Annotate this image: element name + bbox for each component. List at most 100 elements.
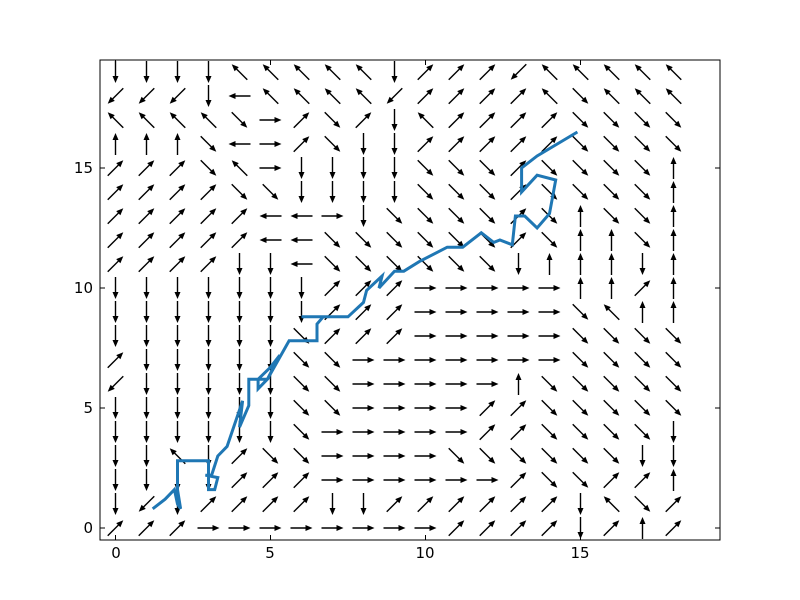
field-arrow-shaft [634,231,648,245]
field-arrow [174,325,181,347]
field-arrow-shaft [417,159,431,173]
field-arrow-shaft [634,495,648,509]
field-arrow-head [240,120,248,128]
field-arrow-head [143,460,150,467]
field-arrow-head [460,429,468,435]
field-arrow-head [174,436,181,443]
field-arrow [479,447,496,464]
field-arrow-head [290,237,298,243]
field-arrow-shaft [355,115,369,129]
field-arrow-head [360,508,367,515]
field-arrow-head [550,496,558,504]
field-arrow-shaft [665,327,679,341]
field-arrow-head [519,400,527,408]
field-arrow-shaft [541,139,555,153]
field-arrow-shaft [386,255,400,269]
field-arrow-shaft [138,259,152,273]
field-arrow [639,253,646,275]
field-arrow-head [205,388,212,395]
field-arrow-head [460,333,468,339]
field-arrow [634,88,651,105]
field-arrow-head [209,208,217,216]
field-arrow [577,229,584,251]
field-arrow [262,88,279,105]
field-arrow [236,325,243,347]
field-arrow [665,520,682,537]
field-arrow [290,237,313,243]
field-arrow [541,375,558,392]
field-arrow-shaft [603,159,617,173]
field-arrow-head [395,304,403,312]
field-arrow-head [550,432,558,440]
field-arrow-shaft [665,111,679,125]
field-arrow [603,304,620,321]
field-arrow [603,183,620,200]
field-arrow [634,64,651,81]
field-arrow [479,183,496,200]
field-arrow-shaft [355,307,369,321]
field-arrow-head [457,216,465,224]
field-arrow-shaft [355,331,369,345]
field-arrow [143,325,150,347]
field-arrow-head [426,192,434,200]
field-arrow-head [491,381,499,387]
field-arrow [603,375,620,392]
field-arrow-head [612,336,620,344]
field-arrow [107,352,124,369]
field-arrow [510,447,527,464]
field-arrow-head [670,277,677,284]
field-arrow-head [336,429,344,435]
field-arrow-head [577,205,584,212]
field-arrow-head [147,256,155,264]
field-arrow-shaft [479,91,493,105]
field-arrow-shaft [510,211,524,225]
field-arrow-shaft [448,139,462,153]
field-arrow [174,61,181,83]
field-arrow-shaft [572,87,586,101]
field-arrow-head [553,357,561,363]
field-arrow-head [429,405,437,411]
field-arrow [200,232,217,249]
field-arrow [572,351,589,368]
field-arrow-shaft [572,375,586,389]
field-arrow [205,325,212,347]
field-arrow-head [550,216,558,224]
field-arrow [541,520,558,537]
field-arrow-head [612,432,620,440]
field-arrow [414,525,437,531]
field-arrow [541,88,558,105]
field-arrow-head [515,268,522,275]
field-arrow [293,447,310,464]
field-arrow [138,112,155,129]
field-arrow-head [612,384,620,392]
field-arrow-head [112,412,119,419]
field-arrow-head [143,292,150,299]
field-arrow [634,111,651,128]
x-tick-label-0: 0 [111,544,121,562]
field-arrow-shaft [575,67,589,81]
field-arrow-head [302,408,310,416]
field-arrow-head [488,64,496,72]
field-arrow-head [333,240,341,248]
field-arrow-head [298,196,305,203]
field-arrow [608,277,615,299]
field-arrow [541,471,558,488]
field-arrow-head [360,196,367,203]
field-arrow-head [612,216,620,224]
field-arrow-shaft [110,115,124,129]
field-arrow-head [429,333,437,339]
field-arrow [634,207,651,224]
field-arrow [510,136,527,153]
field-arrow-shaft [107,187,121,201]
field-arrow [417,183,434,200]
field-arrow-head [236,292,243,299]
field-arrow-shaft [541,499,555,513]
field-arrow-head [302,136,310,144]
field-arrow [107,160,124,177]
field-arrow [138,160,155,177]
field-arrow-head [491,357,499,363]
field-arrow [231,183,248,200]
field-arrow [329,157,336,179]
field-arrow [448,520,465,537]
field-arrow [228,93,251,99]
